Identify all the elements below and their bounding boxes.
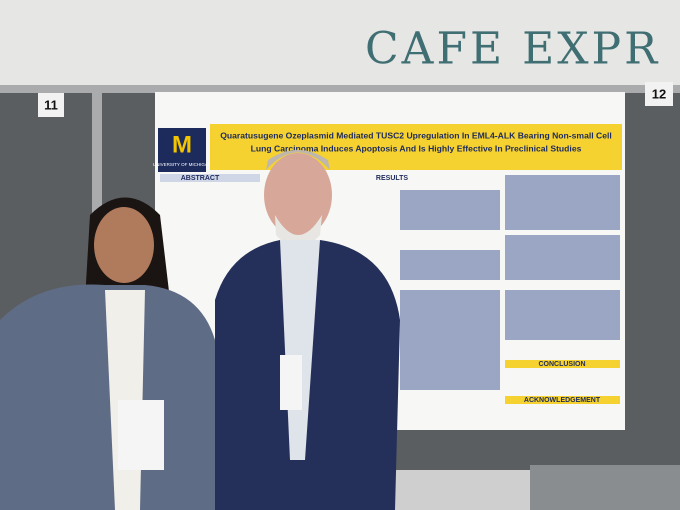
poster-figures <box>400 175 620 390</box>
section-bar <box>160 174 260 182</box>
wall <box>0 0 680 90</box>
person-man <box>215 150 400 510</box>
cafe-sign: CAFE EXPR <box>365 24 660 75</box>
poster-title: Quaratusugene Ozeplasmid Mediated TUSC2 … <box>220 130 612 140</box>
person-woman <box>0 197 215 510</box>
section-heading: ACKNOWLEDGEMENT <box>524 397 601 404</box>
booth-number-card <box>38 93 64 117</box>
logo-name: UNIVERSITY OF MICHIGAN <box>153 162 211 167</box>
poster-title: Lung Carcinoma Induces Apoptosis And Is … <box>251 143 582 153</box>
section-heading: RESULTS <box>376 175 408 182</box>
section-heading: CONCLUSION <box>538 361 585 368</box>
logo-letter: M <box>172 131 192 158</box>
booth-frame <box>0 85 680 93</box>
booth-number: 11 <box>44 97 58 112</box>
chair <box>530 465 680 510</box>
booth-number-card <box>645 82 673 106</box>
section-bar <box>505 360 620 368</box>
section-bar <box>505 396 620 404</box>
section-heading: ABSTRACT <box>181 175 220 182</box>
booth-number: 12 <box>652 86 666 101</box>
logo-block <box>158 128 206 172</box>
